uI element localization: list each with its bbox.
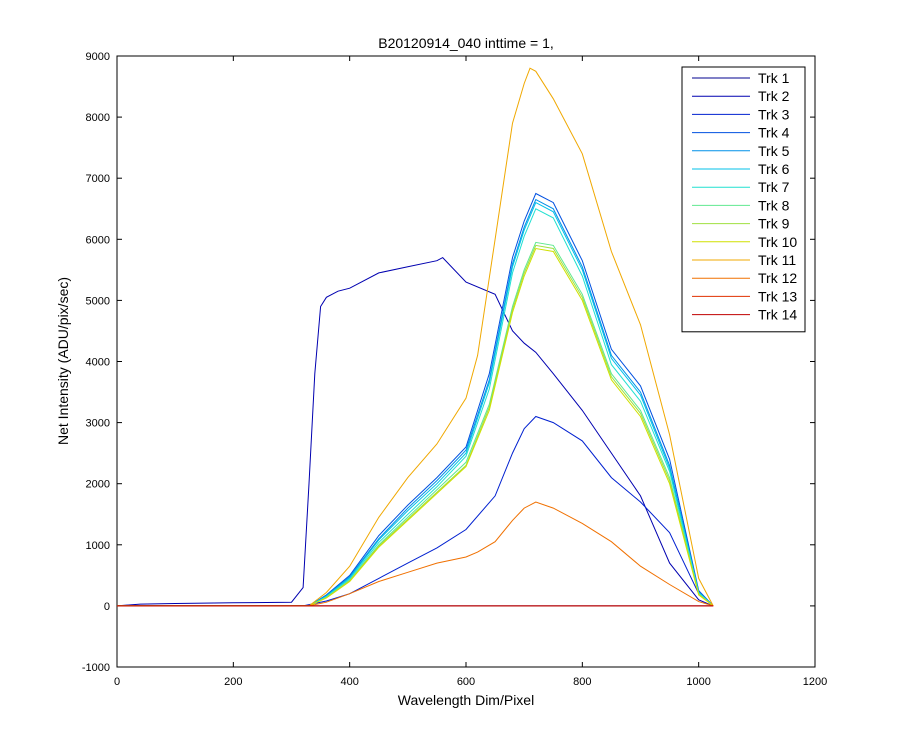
x-axis-label: Wavelength Dim/Pixel <box>398 692 534 708</box>
chart-title: B20120914_040 inttime = 1, <box>378 35 554 51</box>
y-tick-label: 1000 <box>86 540 110 552</box>
x-tick-label: 600 <box>457 676 475 688</box>
x-tick-label: 200 <box>224 676 242 688</box>
axis-ticks: 0 200 400 600 800 1000 1200 -1000 0 1000 2000 3000 4… <box>82 51 827 688</box>
legend-label: Trk 10 <box>758 234 797 250</box>
series-line-4 <box>117 192 714 607</box>
legend-label: Trk 6 <box>758 161 790 177</box>
series-line-12 <box>117 501 714 607</box>
series-line-6 <box>117 201 714 607</box>
x-tick-label: 1000 <box>686 676 710 688</box>
x-tick-label: 1200 <box>803 676 827 688</box>
y-axis-label: Net Intensity (ADU/pix/sec) <box>55 277 71 445</box>
legend-box <box>681 66 806 333</box>
legend-label: Trk 1 <box>758 70 790 86</box>
legend-label: Trk 7 <box>758 179 790 195</box>
y-tick-label: 3000 <box>86 418 110 430</box>
y-tick-label: 9000 <box>86 51 110 63</box>
legend-label: Trk 12 <box>758 270 797 286</box>
series-line-2 <box>116 256 714 607</box>
legend: Trk 1 Trk 2 Trk 3 Trk 4 Trk 5 Trk 6 Trk 7 Trk 8… <box>681 66 806 333</box>
y-tick-label: 7000 <box>86 173 110 185</box>
y-tick-label: -1000 <box>82 662 110 674</box>
legend-label: Trk 14 <box>758 307 797 323</box>
y-tick-label: 8000 <box>86 112 110 124</box>
series-line-5 <box>117 198 714 607</box>
series-line-7 <box>117 208 714 607</box>
y-tick-label: 4000 <box>86 357 110 369</box>
x-tick-label: 0 <box>114 676 120 688</box>
x-tick-label: 400 <box>340 676 358 688</box>
series-line-10 <box>117 247 714 607</box>
series-lines <box>116 67 714 607</box>
x-tick-label: 800 <box>573 676 591 688</box>
legend-label: Trk 9 <box>758 216 790 232</box>
legend-label: Trk 5 <box>758 143 790 159</box>
legend-label: Trk 3 <box>758 106 790 122</box>
y-tick-label: 6000 <box>86 234 110 246</box>
series-line-11 <box>117 67 714 607</box>
y-tick-label: 5000 <box>86 295 110 307</box>
legend-label: Trk 4 <box>758 125 790 141</box>
legend-label: Trk 11 <box>758 252 796 268</box>
legend-label: Trk 13 <box>758 288 797 304</box>
legend-label: Trk 8 <box>758 197 790 213</box>
y-tick-label: 2000 <box>86 479 110 491</box>
y-tick-label: 0 <box>104 601 110 613</box>
legend-label: Trk 2 <box>758 88 790 104</box>
